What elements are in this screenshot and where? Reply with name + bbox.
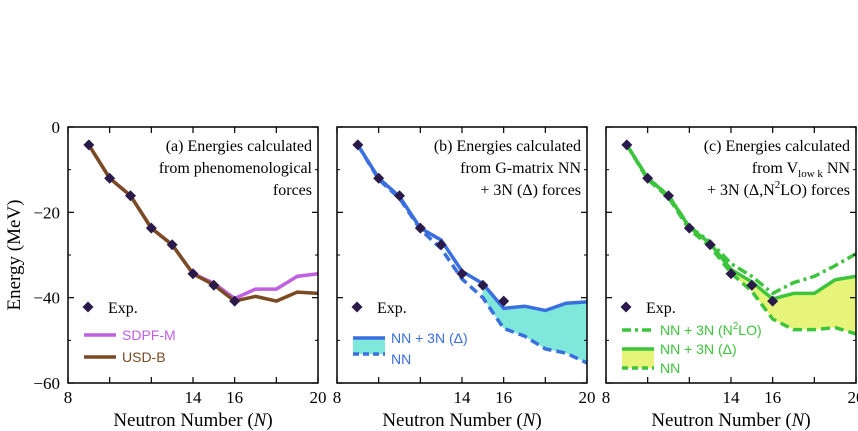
legend-label: NN [660, 360, 680, 376]
panel-c: 8 14 16 20 Neutron Number (N) (c) Energies ca… [602, 126, 858, 431]
exp-data-point [663, 190, 674, 202]
exp-data-point [725, 268, 737, 280]
panel-title: (b) Energies calculated [434, 138, 581, 155]
x-tick-label: 8 [602, 388, 611, 407]
panel-title: from Vlow k NN [752, 160, 851, 180]
x-tick-label: 16 [226, 388, 243, 407]
exp-data-point [145, 222, 157, 234]
exp-data-point [414, 222, 426, 234]
exp-data-point [498, 295, 510, 307]
exp-data-point [352, 139, 364, 151]
x-tick-label: 14 [454, 388, 472, 407]
exp-data-point [373, 172, 385, 184]
panel-title: (a) Energies calculated [166, 138, 312, 155]
exp-data-point [683, 222, 695, 234]
legend-exp-label: Exp. [646, 300, 676, 317]
x-tick-label: 20 [310, 388, 327, 407]
legend-exp-marker [82, 301, 94, 313]
exp-data-point [104, 172, 116, 184]
exp-data-point [166, 239, 178, 251]
x-tick-label: 16 [495, 388, 512, 407]
y-tick-label: −60 [33, 374, 60, 393]
panel-title: (c) Energies calculated [704, 138, 850, 155]
uncertainty-band [731, 269, 856, 334]
panel-title: from G-matrix NN [460, 160, 581, 177]
exp-data-point [394, 190, 405, 202]
y-tick-label: −20 [33, 203, 60, 222]
exp-data-point [621, 139, 633, 151]
legend-label: USD-B [122, 349, 166, 365]
x-axis-label: Neutron Number (N) [113, 410, 272, 431]
legend-label: NN [391, 351, 411, 367]
x-tick-label: 8 [333, 388, 342, 407]
legend-label: NN + 3N (Δ) [391, 330, 468, 346]
panel-title: from phenomenological [159, 160, 313, 177]
y-axis-label: Energy (MeV) [4, 200, 25, 311]
exp-data-point [83, 139, 95, 151]
legend-band [353, 338, 385, 354]
exp-data-point [208, 279, 220, 291]
exp-data-point [704, 239, 716, 251]
panel-title: + 3N (Δ,N2LO) forces [707, 179, 850, 199]
exp-data-point [125, 190, 136, 202]
exp-data-point [746, 279, 758, 291]
legend-exp-label: Exp. [377, 300, 407, 317]
legend-label: NN + 3N (N2LO) [660, 321, 762, 338]
x-tick-label: 20 [848, 388, 858, 407]
legend-label: SDPF-M [122, 327, 176, 343]
exp-data-point [477, 279, 489, 291]
uncertainty-band [482, 283, 587, 363]
x-tick-label: 20 [579, 388, 596, 407]
x-axis-label: Neutron Number (N) [382, 410, 541, 431]
legend-exp-marker [620, 301, 632, 313]
x-tick-label: 16 [764, 388, 781, 407]
legend-label: NN + 3N (Δ) [660, 341, 737, 357]
panel-a: 0 −20 −40 −608 14 16 20 Neutron Number (N) (a) E… [33, 118, 326, 431]
x-tick-label: 14 [723, 388, 741, 407]
panel-title: + 3N (Δ) forces [480, 182, 581, 199]
legend-exp-label: Exp. [108, 300, 138, 317]
exp-data-point [767, 295, 779, 307]
legend-band [622, 349, 654, 368]
panel-title: forces [273, 182, 312, 199]
exp-data-point [642, 172, 654, 184]
exp-data-point [229, 295, 241, 307]
series-line-1 [625, 143, 857, 296]
y-tick-label: −40 [33, 289, 60, 308]
x-tick-label: 14 [185, 388, 203, 407]
legend-exp-marker [351, 301, 363, 313]
x-tick-label: 8 [64, 388, 73, 407]
exp-data-point [435, 239, 447, 251]
exp-data-point [187, 268, 199, 280]
exp-data-point [456, 268, 468, 280]
x-axis-label: Neutron Number (N) [651, 410, 810, 431]
panel-b: 8 14 16 20 Neutron Number (N) (b) Energies ca… [333, 126, 596, 431]
series-line-2 [87, 143, 319, 303]
y-tick-label: 0 [52, 118, 61, 137]
